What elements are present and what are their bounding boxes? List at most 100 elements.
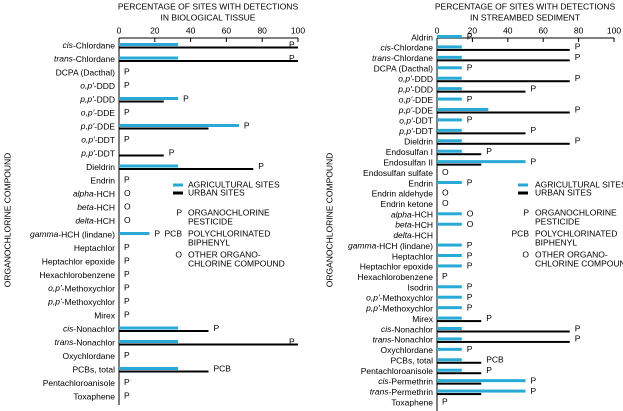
value-label: P — [467, 282, 473, 292]
category-label: Endosulfan sulfate — [363, 168, 433, 178]
legend-symbol-label: PESTICIDE — [188, 216, 233, 226]
legend-symbol-label: ORGANOCHLORINE — [188, 207, 270, 217]
value-label: P — [124, 66, 130, 76]
value-label: P — [467, 344, 473, 354]
category-label: p,p'-DDE — [80, 121, 116, 131]
legend-symbol: PCB — [512, 228, 530, 238]
bar — [437, 87, 462, 91]
bar — [119, 60, 298, 62]
bar — [437, 330, 570, 333]
category-label: Endosulfan II — [383, 157, 433, 167]
bar — [437, 212, 462, 216]
bar — [437, 181, 462, 184]
category-label: o,p'-DDD — [80, 81, 115, 91]
bar — [437, 327, 462, 330]
category-label: Endosulfan I — [386, 147, 433, 157]
legend-label: URBAN SITES — [535, 187, 592, 197]
category-label: Dieldrin — [404, 137, 433, 147]
category-label: Isodrin — [407, 283, 433, 293]
bar — [437, 382, 482, 385]
category-label: Heptachlor epoxide — [42, 256, 116, 266]
value-label: P — [467, 63, 473, 73]
chart-title: IN BIOLOGICAL TISSUE — [161, 12, 256, 22]
y-axis-label: ORGANOCHLORINE COMPOUND — [324, 153, 334, 288]
bar — [119, 326, 179, 330]
bar — [119, 97, 179, 100]
category-label: beta-HCH — [77, 202, 115, 212]
bar — [437, 222, 462, 226]
category-label: p,p'-DDD — [79, 94, 115, 104]
legend-symbol: P — [176, 207, 182, 217]
category-label: trans-Permethrin — [370, 387, 434, 397]
value-label: P — [467, 292, 473, 302]
bar — [119, 232, 150, 235]
value-label: P — [289, 336, 295, 346]
value-label: O — [442, 198, 449, 208]
bar — [437, 316, 462, 320]
bar — [437, 295, 462, 299]
value-label: PCB — [486, 355, 504, 365]
value-label: O — [467, 209, 474, 219]
value-label: P — [442, 396, 448, 406]
value-label: O — [124, 201, 131, 211]
category-label: p,p'-Methoxychlor — [365, 303, 433, 313]
x-tick-label: 40 — [186, 25, 196, 35]
x-tick-label: 80 — [574, 25, 584, 35]
value-label: P — [214, 323, 220, 333]
bar — [437, 142, 570, 145]
category-label: Heptachlor epoxide — [360, 262, 434, 272]
bar — [437, 66, 462, 70]
value-label: P — [124, 107, 130, 117]
value-label: PCB — [214, 363, 232, 373]
bar — [119, 43, 179, 46]
value-label: P — [154, 228, 160, 238]
value-label: P — [531, 375, 537, 385]
value-label: P — [575, 104, 581, 114]
category-label: PCBs, total — [72, 364, 115, 374]
legend-symbol-label: OTHER ORGANO- — [535, 249, 608, 259]
category-label: delta-HCH — [393, 230, 433, 240]
x-tick-label: 100 — [607, 25, 621, 35]
bar — [437, 254, 462, 257]
category-label: Pentachloroanisole — [43, 378, 116, 388]
bar — [437, 80, 570, 83]
bar — [437, 45, 462, 49]
category-label: o,p'-Methoxychlor — [366, 293, 433, 303]
category-label: trans-Nonachlor — [55, 337, 116, 347]
value-label: P — [124, 390, 130, 400]
bar — [437, 90, 526, 93]
legend-symbol-label: ORGANOCHLORINE — [535, 207, 617, 217]
bar — [437, 372, 482, 375]
legend-label: URBAN SITES — [188, 187, 245, 197]
bar — [119, 127, 209, 130]
value-label: P — [467, 240, 473, 250]
bar — [119, 124, 239, 127]
category-label: alpha-HCH — [391, 210, 433, 220]
category-label: Aldrin — [411, 32, 433, 42]
value-label: P — [124, 80, 130, 90]
bar — [119, 168, 254, 170]
category-label: cis-Nonachlor — [63, 324, 115, 334]
category-label: trans-Nonachlor — [373, 335, 434, 345]
value-label: P — [575, 334, 581, 344]
value-label: P — [244, 120, 250, 130]
category-label: o,p'-DDT — [399, 116, 433, 126]
bar — [437, 320, 482, 323]
value-label: P — [124, 377, 130, 387]
x-tick-label: 40 — [503, 25, 513, 35]
bar — [437, 379, 526, 383]
bar — [437, 340, 570, 343]
bar — [437, 128, 462, 132]
chart-title: PERCENTAGE OF SITES WITH DETECTIONS — [435, 1, 616, 11]
x-tick-label: 20 — [468, 25, 478, 35]
bar — [119, 370, 209, 373]
category-label: p,p'-Methoxychlor — [47, 297, 115, 307]
value-label: P — [289, 53, 295, 63]
bar — [437, 337, 462, 341]
category-label: p,p'-DDE — [398, 105, 434, 115]
value-label: P — [486, 365, 492, 375]
x-tick-label: 0 — [435, 25, 440, 35]
bar — [119, 56, 179, 60]
bar — [437, 393, 482, 396]
category-label: delta-HCH — [75, 216, 115, 226]
